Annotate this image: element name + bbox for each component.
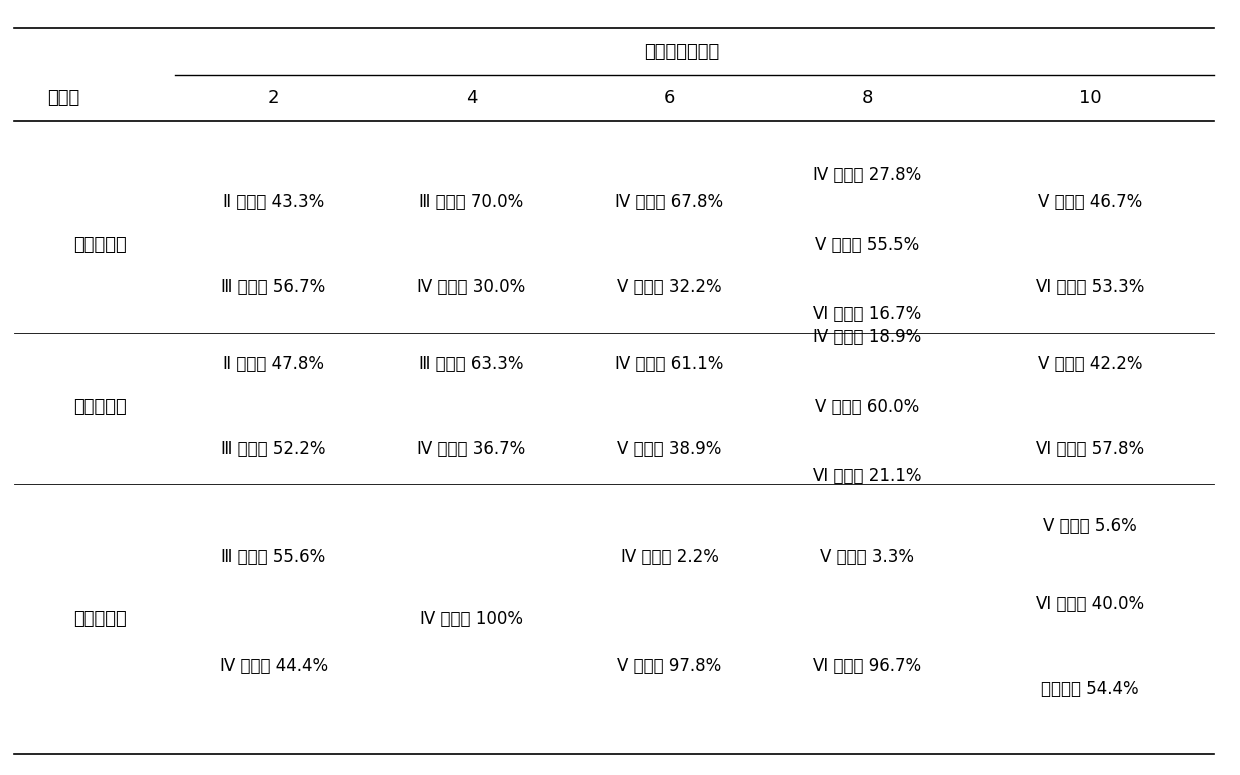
Text: Ⅴ 期幼虫 42.2%: Ⅴ 期幼虫 42.2% xyxy=(1038,355,1142,374)
Text: Ⅲ 期幼虫 55.6%: Ⅲ 期幼虫 55.6% xyxy=(222,549,326,567)
Text: Ⅵ 期幼虫 21.1%: Ⅵ 期幼虫 21.1% xyxy=(813,467,921,485)
Text: 10: 10 xyxy=(1079,89,1101,107)
Text: Ⅴ 期幼虫 55.5%: Ⅴ 期幼虫 55.5% xyxy=(816,236,920,253)
Text: Ⅳ 期幼虫 27.8%: Ⅳ 期幼虫 27.8% xyxy=(813,166,921,184)
Text: Ⅴ 期幼虫 32.2%: Ⅴ 期幼虫 32.2% xyxy=(618,278,722,296)
Text: Ⅲ 期幼虫 56.7%: Ⅲ 期幼虫 56.7% xyxy=(222,278,326,296)
Text: 2: 2 xyxy=(268,89,279,107)
Text: Ⅳ 期幼虫 100%: Ⅳ 期幼虫 100% xyxy=(420,610,523,629)
Text: Ⅵ 期幼虫 96.7%: Ⅵ 期幼虫 96.7% xyxy=(813,656,921,674)
Text: Ⅱ 期幼虫 43.3%: Ⅱ 期幼虫 43.3% xyxy=(223,193,324,211)
Text: Ⅴ 期幼虫 60.0%: Ⅴ 期幼虫 60.0% xyxy=(816,398,920,416)
Text: 4: 4 xyxy=(466,89,477,107)
Text: 8: 8 xyxy=(862,89,873,107)
Text: 培养时间（天）: 培养时间（天） xyxy=(645,43,719,60)
Text: Ⅵ 期幼虫 16.7%: Ⅵ 期幼虫 16.7% xyxy=(813,305,921,323)
Text: Ⅳ 期幼虫 2.2%: Ⅳ 期幼虫 2.2% xyxy=(620,549,718,567)
Text: Ⅴ 期幼虫 97.8%: Ⅴ 期幼虫 97.8% xyxy=(618,656,722,674)
Text: Ⅵ 期幼虫 57.8%: Ⅵ 期幼虫 57.8% xyxy=(1037,440,1145,458)
Text: Ⅴ 期幼虫 46.7%: Ⅴ 期幼虫 46.7% xyxy=(1038,193,1142,211)
Text: Ⅴ 期幼虫 38.9%: Ⅴ 期幼虫 38.9% xyxy=(618,440,722,458)
Text: 金星幼虫 54.4%: 金星幼虫 54.4% xyxy=(1042,680,1140,698)
Text: 6: 6 xyxy=(663,89,675,107)
Text: Ⅳ 期幼虫 30.0%: Ⅳ 期幼虫 30.0% xyxy=(418,278,526,296)
Text: Ⅵ 期幼虫 40.0%: Ⅵ 期幼虫 40.0% xyxy=(1037,594,1145,613)
Text: Ⅲ 期幼虫 63.3%: Ⅲ 期幼虫 63.3% xyxy=(419,355,523,374)
Text: 扁藻饶料组: 扁藻饶料组 xyxy=(73,236,128,253)
Text: Ⅲ 期幼虫 70.0%: Ⅲ 期幼虫 70.0% xyxy=(419,193,523,211)
Text: Ⅴ 期幼虫 5.6%: Ⅴ 期幼虫 5.6% xyxy=(1043,518,1137,536)
Text: Ⅳ 期幼虫 44.4%: Ⅳ 期幼虫 44.4% xyxy=(219,656,327,674)
Text: 实验组: 实验组 xyxy=(47,89,79,107)
Text: Ⅲ 期幼虫 52.2%: Ⅲ 期幼虫 52.2% xyxy=(221,440,326,458)
Text: Ⅵ 期幼虫 53.3%: Ⅵ 期幼虫 53.3% xyxy=(1035,278,1145,296)
Text: Ⅴ 期幼虫 3.3%: Ⅴ 期幼虫 3.3% xyxy=(821,549,914,567)
Text: Ⅳ 期幼虫 18.9%: Ⅳ 期幼虫 18.9% xyxy=(813,329,921,346)
Text: 金藻饶料组: 金藻饶料组 xyxy=(73,398,128,416)
Text: Ⅳ 期幼虫 67.8%: Ⅳ 期幼虫 67.8% xyxy=(615,193,724,211)
Text: Ⅱ 期幼虫 47.8%: Ⅱ 期幼虫 47.8% xyxy=(223,355,324,374)
Text: 混合饶料组: 混合饶料组 xyxy=(73,610,128,629)
Text: Ⅳ 期幼虫 36.7%: Ⅳ 期幼虫 36.7% xyxy=(418,440,526,458)
Text: Ⅳ 期幼虫 61.1%: Ⅳ 期幼虫 61.1% xyxy=(615,355,724,374)
